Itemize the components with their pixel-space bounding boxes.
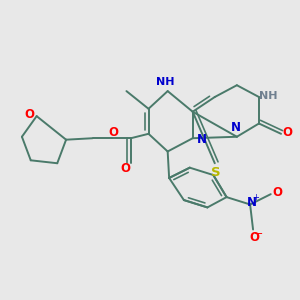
Text: S: S [212, 166, 221, 178]
Text: O: O [283, 126, 292, 139]
Text: O: O [272, 186, 282, 199]
Text: +: + [252, 193, 259, 202]
Text: N: N [230, 122, 240, 134]
Text: NH: NH [259, 91, 277, 100]
Text: NH: NH [156, 77, 175, 87]
Text: O: O [120, 162, 130, 175]
Text: O: O [250, 231, 260, 244]
Text: N: N [247, 196, 256, 208]
Text: O: O [24, 108, 34, 121]
Text: O: O [108, 126, 118, 140]
Text: −: − [254, 229, 264, 239]
Text: N: N [196, 133, 206, 146]
